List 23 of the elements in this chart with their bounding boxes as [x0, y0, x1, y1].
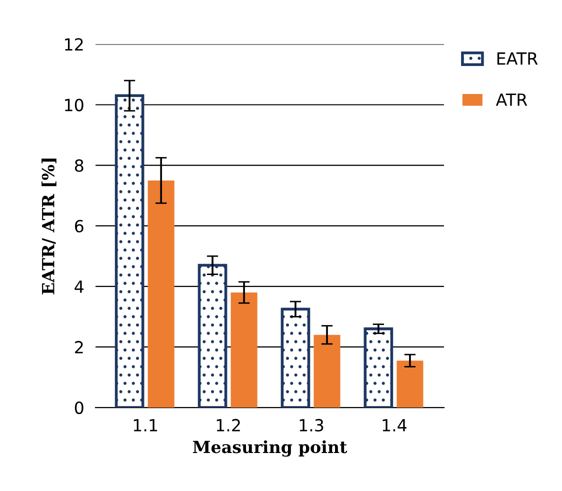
bar — [198, 264, 228, 408]
bar — [364, 327, 394, 408]
y-tick-label: 4 — [74, 280, 84, 293]
x-axis-title: Measuring point — [192, 440, 348, 457]
y-tick-label: 6 — [74, 220, 84, 232]
x-tick-label: 1.1 — [134, 419, 158, 432]
bar — [230, 292, 258, 408]
y-axis-title: EATR/ ATR [%] — [42, 158, 56, 294]
y-tick-label: 10 — [65, 98, 84, 112]
bar — [114, 94, 144, 408]
bar — [280, 308, 310, 408]
x-tick-label: 1.2 — [216, 418, 240, 432]
legend-label: EATR — [497, 52, 538, 65]
y-tick-label: 2 — [75, 340, 83, 354]
x-tick-label: 1.3 — [300, 418, 324, 432]
bar — [396, 360, 424, 408]
y-tick-label: 0 — [74, 401, 84, 414]
x-tick-label: 1.4 — [382, 419, 407, 432]
y-tick-label: 12 — [65, 38, 83, 51]
legend-label: ATR — [496, 94, 528, 106]
y-tick-label: 8 — [74, 159, 84, 172]
bar — [314, 334, 340, 408]
bar — [148, 180, 174, 408]
